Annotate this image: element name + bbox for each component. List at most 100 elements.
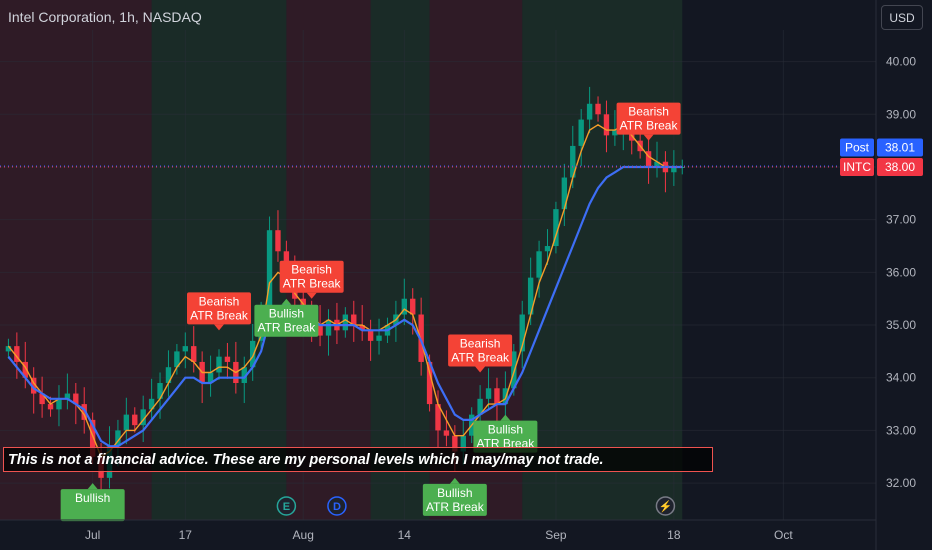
y-tick-label: 39.00: [886, 107, 916, 121]
candle: [241, 356, 247, 404]
candle-body: [485, 388, 492, 399]
candle-body: [367, 330, 374, 341]
candle: [249, 324, 256, 381]
signal-text: ATR Break: [283, 277, 342, 291]
candle-body: [426, 361, 433, 405]
candle-body: [561, 177, 568, 210]
signal-label-bullish: Bullish: [60, 483, 125, 522]
signal-pointer: [449, 477, 460, 484]
candle-body: [359, 325, 365, 331]
candle-body: [460, 435, 466, 452]
candle-body: [174, 351, 180, 368]
candle-body: [553, 209, 559, 247]
candle-body: [14, 346, 20, 362]
candle: [612, 110, 618, 146]
candle: [22, 341, 28, 389]
candle-body: [452, 435, 458, 452]
candle: [216, 349, 222, 380]
disclaimer-banner: This is not a financial advice. These ar…: [3, 447, 713, 472]
candle-body: [595, 103, 601, 115]
candle: [519, 300, 525, 369]
candle: [275, 210, 281, 262]
signal-text: ATR Break: [451, 350, 510, 364]
signal-box: [473, 420, 538, 453]
candle-body: [603, 114, 610, 136]
signal-pointer: [643, 134, 654, 141]
candle-body: [157, 383, 163, 399]
candle-body: [544, 246, 551, 252]
candle: [595, 96, 601, 122]
candle: [578, 109, 584, 166]
candle: [224, 342, 231, 379]
x-tick-label: 18: [667, 528, 681, 542]
candle: [165, 350, 172, 397]
ema-fast-line: [7, 123, 683, 458]
candle: [56, 385, 62, 427]
candle: [325, 309, 332, 356]
regime-band-bullish: [151, 0, 287, 520]
candle: [182, 332, 189, 369]
currency-button[interactable]: USD: [881, 5, 923, 30]
candle-body: [115, 430, 121, 447]
signal-text: Bullish: [269, 307, 304, 321]
x-tick-label: Aug: [293, 528, 314, 542]
post-tag-label-bg: [840, 138, 874, 157]
candle: [359, 305, 365, 341]
y-tick-label: 32.00: [886, 476, 916, 490]
signal-pointer: [500, 414, 511, 421]
candle-body: [376, 335, 382, 341]
signal-box: [279, 260, 344, 293]
y-tick-label: 37.00: [886, 213, 916, 227]
signal-pointer: [475, 366, 486, 373]
post-tag-value-bg: [877, 138, 923, 157]
candle-body: [182, 346, 189, 352]
event-marker: ⚡: [655, 496, 676, 516]
candle-body: [81, 404, 87, 420]
candle: [435, 390, 441, 448]
y-tick-label: 34.00: [886, 371, 916, 385]
post-tag-value: 38.01: [885, 140, 915, 154]
regime-band-bearish: [286, 0, 371, 520]
candle: [47, 396, 54, 417]
candle: [645, 137, 652, 184]
candle-body: [570, 145, 576, 178]
candle-body: [241, 367, 247, 384]
signal-box: [616, 102, 681, 135]
disclaimer-text: This is not a financial advice. These ar…: [8, 451, 604, 468]
regime-band-bullish: [522, 0, 683, 520]
last-tag-label-bg: [840, 157, 874, 176]
candle-body: [586, 103, 593, 120]
candle-body: [30, 377, 37, 394]
candle-body: [342, 314, 349, 331]
candle-body: [443, 430, 450, 436]
candle-body: [64, 393, 71, 399]
signal-pointer: [281, 298, 292, 305]
candle: [191, 326, 197, 373]
candle-body: [47, 404, 54, 410]
signal-text: ATR Break: [190, 308, 249, 322]
candle: [123, 397, 130, 445]
price-tag: INTC 38.00: [840, 157, 923, 176]
regime-band-bullish: [370, 0, 430, 520]
signal-text: Bearish: [460, 336, 501, 350]
candle: [536, 240, 542, 298]
event-marker-label: E: [283, 501, 290, 513]
candle: [553, 201, 559, 254]
candle: [502, 371, 509, 418]
candle-body: [536, 251, 542, 278]
candle: [39, 376, 45, 418]
last-tag-label: INTC: [843, 160, 871, 174]
candle: [367, 319, 374, 361]
candle-body: [123, 414, 130, 431]
signal-text: Bullish: [488, 423, 523, 437]
last-tag-value: 38.00: [885, 160, 915, 174]
x-tick-label: Oct: [774, 528, 793, 542]
signal-pointer: [306, 292, 317, 299]
signal-pointer: [87, 483, 98, 490]
candle-body: [73, 393, 79, 405]
signal-box: [448, 334, 513, 367]
candle-body: [132, 414, 138, 426]
